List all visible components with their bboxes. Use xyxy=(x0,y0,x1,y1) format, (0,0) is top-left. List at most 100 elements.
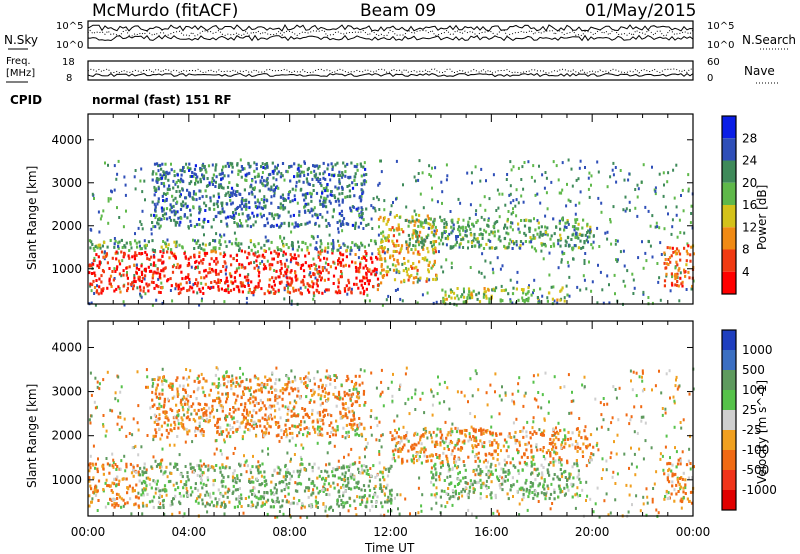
echo-cell xyxy=(236,205,239,209)
echo-cell xyxy=(592,234,595,238)
echo-cell xyxy=(673,399,676,403)
echo-cell xyxy=(583,278,586,282)
echo-cell xyxy=(563,296,566,300)
echo-cell xyxy=(372,206,375,210)
echo-cell xyxy=(563,428,566,432)
echo-cell xyxy=(190,174,194,178)
echo-cell xyxy=(378,181,381,185)
echo-cell xyxy=(486,460,489,464)
echo-cell xyxy=(310,505,313,509)
echo-cell xyxy=(173,218,176,222)
echo-cell xyxy=(117,244,120,248)
echo-cell xyxy=(213,452,216,456)
echo-cell xyxy=(348,264,351,268)
echo-cell xyxy=(205,184,209,188)
echo-cell xyxy=(254,251,257,255)
echo-cell xyxy=(225,265,228,269)
echo-cell xyxy=(89,454,92,458)
echo-cell xyxy=(241,263,244,267)
echo-cell xyxy=(669,289,672,293)
echo-cell xyxy=(405,431,409,434)
echo-cell xyxy=(96,509,99,512)
echo-cell xyxy=(253,286,256,290)
echo-cell xyxy=(369,474,373,478)
echo-cell xyxy=(383,251,386,255)
echo-cell xyxy=(267,447,269,451)
echo-cell xyxy=(685,249,688,253)
echo-cell xyxy=(134,444,137,448)
echo-cell xyxy=(111,270,114,273)
echo-cell xyxy=(425,459,428,463)
echo-cell xyxy=(150,269,153,273)
echo-cell xyxy=(176,173,179,177)
echo-cell xyxy=(341,173,345,177)
echo-cell xyxy=(253,494,257,498)
echo-cell xyxy=(331,168,334,171)
echo-cell xyxy=(237,266,240,270)
echo-cell xyxy=(273,283,276,287)
echo-cell xyxy=(100,280,103,284)
echo-cell xyxy=(482,247,486,250)
echo-cell xyxy=(566,220,569,224)
echo-cell xyxy=(347,288,350,292)
echo-cell xyxy=(136,421,139,425)
echo-cell xyxy=(426,436,429,440)
echo-cell xyxy=(565,284,568,288)
echo-cell xyxy=(224,503,227,507)
echo-cell xyxy=(152,225,155,229)
echo-cell xyxy=(458,245,461,249)
echo-cell xyxy=(184,196,187,200)
echo-cell xyxy=(96,380,99,384)
echo-cell xyxy=(238,495,241,498)
echo-cell xyxy=(615,180,618,184)
echo-cell xyxy=(334,429,337,433)
echo-cell xyxy=(155,464,159,468)
echo-cell xyxy=(481,233,484,236)
echo-cell xyxy=(116,422,119,426)
echo-cell xyxy=(342,485,345,489)
echo-cell xyxy=(574,203,577,207)
echo-cell xyxy=(262,179,265,183)
echo-cell xyxy=(359,368,362,372)
echo-cell xyxy=(687,173,690,177)
echo-cell xyxy=(220,184,223,188)
echo-cell xyxy=(325,477,328,480)
echo-cell xyxy=(245,205,248,209)
echo-cell xyxy=(504,246,507,250)
echo-cell xyxy=(282,432,285,436)
echo-cell xyxy=(225,192,228,196)
echo-cell xyxy=(105,478,108,482)
echo-cell xyxy=(498,512,500,516)
echo-cell xyxy=(525,218,528,222)
echo-cell xyxy=(216,408,219,412)
echo-cell xyxy=(88,463,91,467)
echo-cell xyxy=(278,510,281,513)
echo-cell xyxy=(560,458,563,462)
echo-cell xyxy=(641,371,644,375)
echo-cell xyxy=(263,493,266,497)
echo-cell xyxy=(626,269,629,273)
echo-cell xyxy=(160,469,163,473)
echo-cell xyxy=(392,456,395,460)
echo-cell xyxy=(88,271,91,275)
echo-cell xyxy=(418,159,421,163)
echo-cell xyxy=(439,441,442,445)
echo-cell xyxy=(414,455,418,458)
echo-cell xyxy=(270,492,273,496)
echo-cell xyxy=(683,268,686,272)
echo-cell xyxy=(147,289,150,293)
echo-cell xyxy=(289,270,292,274)
echo-cell xyxy=(349,472,352,476)
echo-cell xyxy=(418,243,421,247)
echo-cell xyxy=(274,515,277,519)
echo-cell xyxy=(434,232,438,236)
echo-cell xyxy=(142,504,145,508)
echo-cell xyxy=(341,258,344,262)
echo-cell xyxy=(203,462,205,466)
echo-cell xyxy=(365,173,368,176)
echo-cell xyxy=(317,254,320,258)
echo-cell xyxy=(189,462,192,466)
echo-cell xyxy=(213,239,217,243)
echo-cell xyxy=(592,510,595,514)
echo-cell xyxy=(532,234,535,238)
